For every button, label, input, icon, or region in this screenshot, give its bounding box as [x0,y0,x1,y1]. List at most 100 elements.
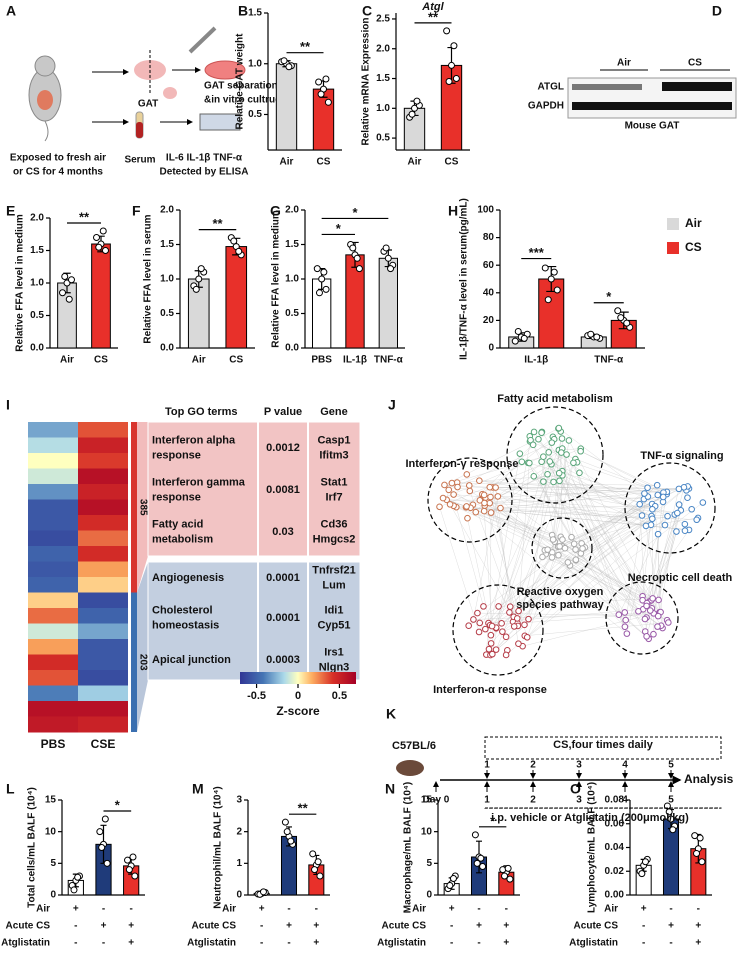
y-tick-label: 40 [483,287,495,298]
network-node [506,603,514,610]
blot-group: Air [617,58,631,69]
condition-mark: + [695,938,701,949]
network-edge [517,481,554,626]
network-node [485,645,493,653]
y-tick-label: 1.0 [248,58,262,69]
data-point [514,327,522,335]
network-edge [528,462,664,503]
network-node [545,449,553,456]
network-edge [492,487,689,489]
data-point [477,854,485,862]
panel-label: L [6,781,15,797]
panel-label: K [386,706,396,722]
network-edge [500,488,679,509]
network-node [675,501,683,508]
y-tick-label: 0 [426,890,432,901]
heatmap-cell [78,670,128,686]
network-node [472,508,480,516]
table-cell: Interferon alpha [152,434,236,446]
table-cell: Idi1 [325,604,344,616]
y-axis-label: Relative FFA level in medium [15,214,26,352]
condition-mark: - [102,938,105,949]
module-boundary [605,581,679,655]
network-edge [444,484,647,527]
table-header: Top GO terms [165,406,238,418]
condition-mark: + [503,921,509,932]
network-node [529,441,537,449]
network-edge [646,512,678,604]
network-node [481,499,488,507]
heatmap-cell [78,499,128,516]
table-cell: Cyp51 [317,619,350,631]
condition-name: Air [604,904,618,915]
heatmap-cell [78,654,128,671]
heatmap-cell [28,546,78,562]
condition-name: Acute CS [192,921,237,932]
data-point [382,244,390,252]
condition-mark: + [503,938,509,949]
heatmap-cell [78,577,128,593]
data-point [520,334,528,342]
module-label: species pathway [516,599,604,611]
table-cell: Interferon gamma [152,476,246,488]
network-edge [490,549,576,644]
heatmap-cell [78,639,128,655]
exposure-box [484,736,722,760]
heatmap-cell [78,561,128,578]
network-node [659,493,667,501]
network-edge [478,448,563,633]
table-header: P value [264,406,302,418]
condition-name: Acute CS [382,921,427,932]
y-tick-label: 1.5 [160,239,174,250]
data-point [448,61,455,69]
table-cell: Cholesterol [152,604,213,616]
table-cell: Irs1 [324,646,344,658]
module-boundary [506,406,604,504]
table-cell: Nlgn3 [319,661,350,673]
network-edge [547,474,652,517]
y-tick-label: 0.5 [160,308,174,319]
data-point [314,858,322,866]
module-label: Reactive oxygen [517,586,604,598]
y-tick-label: 0.0 [285,343,299,354]
network-node [515,607,522,615]
data-point [235,247,243,255]
x-tick-label: Air [60,355,74,366]
significance-label: * [336,221,342,236]
data-point [59,289,67,297]
network-edge [500,505,656,509]
cs-day: 4 [622,760,628,771]
panel-label: A [6,3,16,19]
y-axis-label: Relative FFA level in serum [143,214,154,343]
y-tick-label: 2.0 [376,43,390,54]
condition-mark: + [476,921,482,932]
table-cell: Casp1 [317,434,350,446]
network-node [649,505,656,513]
data-point [99,227,107,235]
network-edge [439,448,581,508]
significance-label: * [606,289,612,304]
network-node [518,458,526,466]
network-edge [444,484,644,500]
data-point [471,831,479,839]
network-node [654,612,662,620]
network-edge [490,438,563,636]
heatmap-cell [28,685,78,702]
network-node [544,470,551,478]
y-tick-label: 0.02 [605,866,625,877]
network-edge [518,536,561,612]
data-point [693,849,701,857]
condition-mark: - [477,904,480,915]
network-edge [524,622,669,637]
network-edge [470,507,628,634]
network-edge [573,462,648,488]
condition-mark: - [642,938,645,949]
condition-mark: + [313,921,319,932]
network-node [675,485,683,493]
data-point [313,265,321,273]
network-node [499,628,506,635]
heatmap-cell [78,623,128,640]
network-edge [488,543,582,624]
table-cell: Tnfrsf21 [312,564,355,576]
